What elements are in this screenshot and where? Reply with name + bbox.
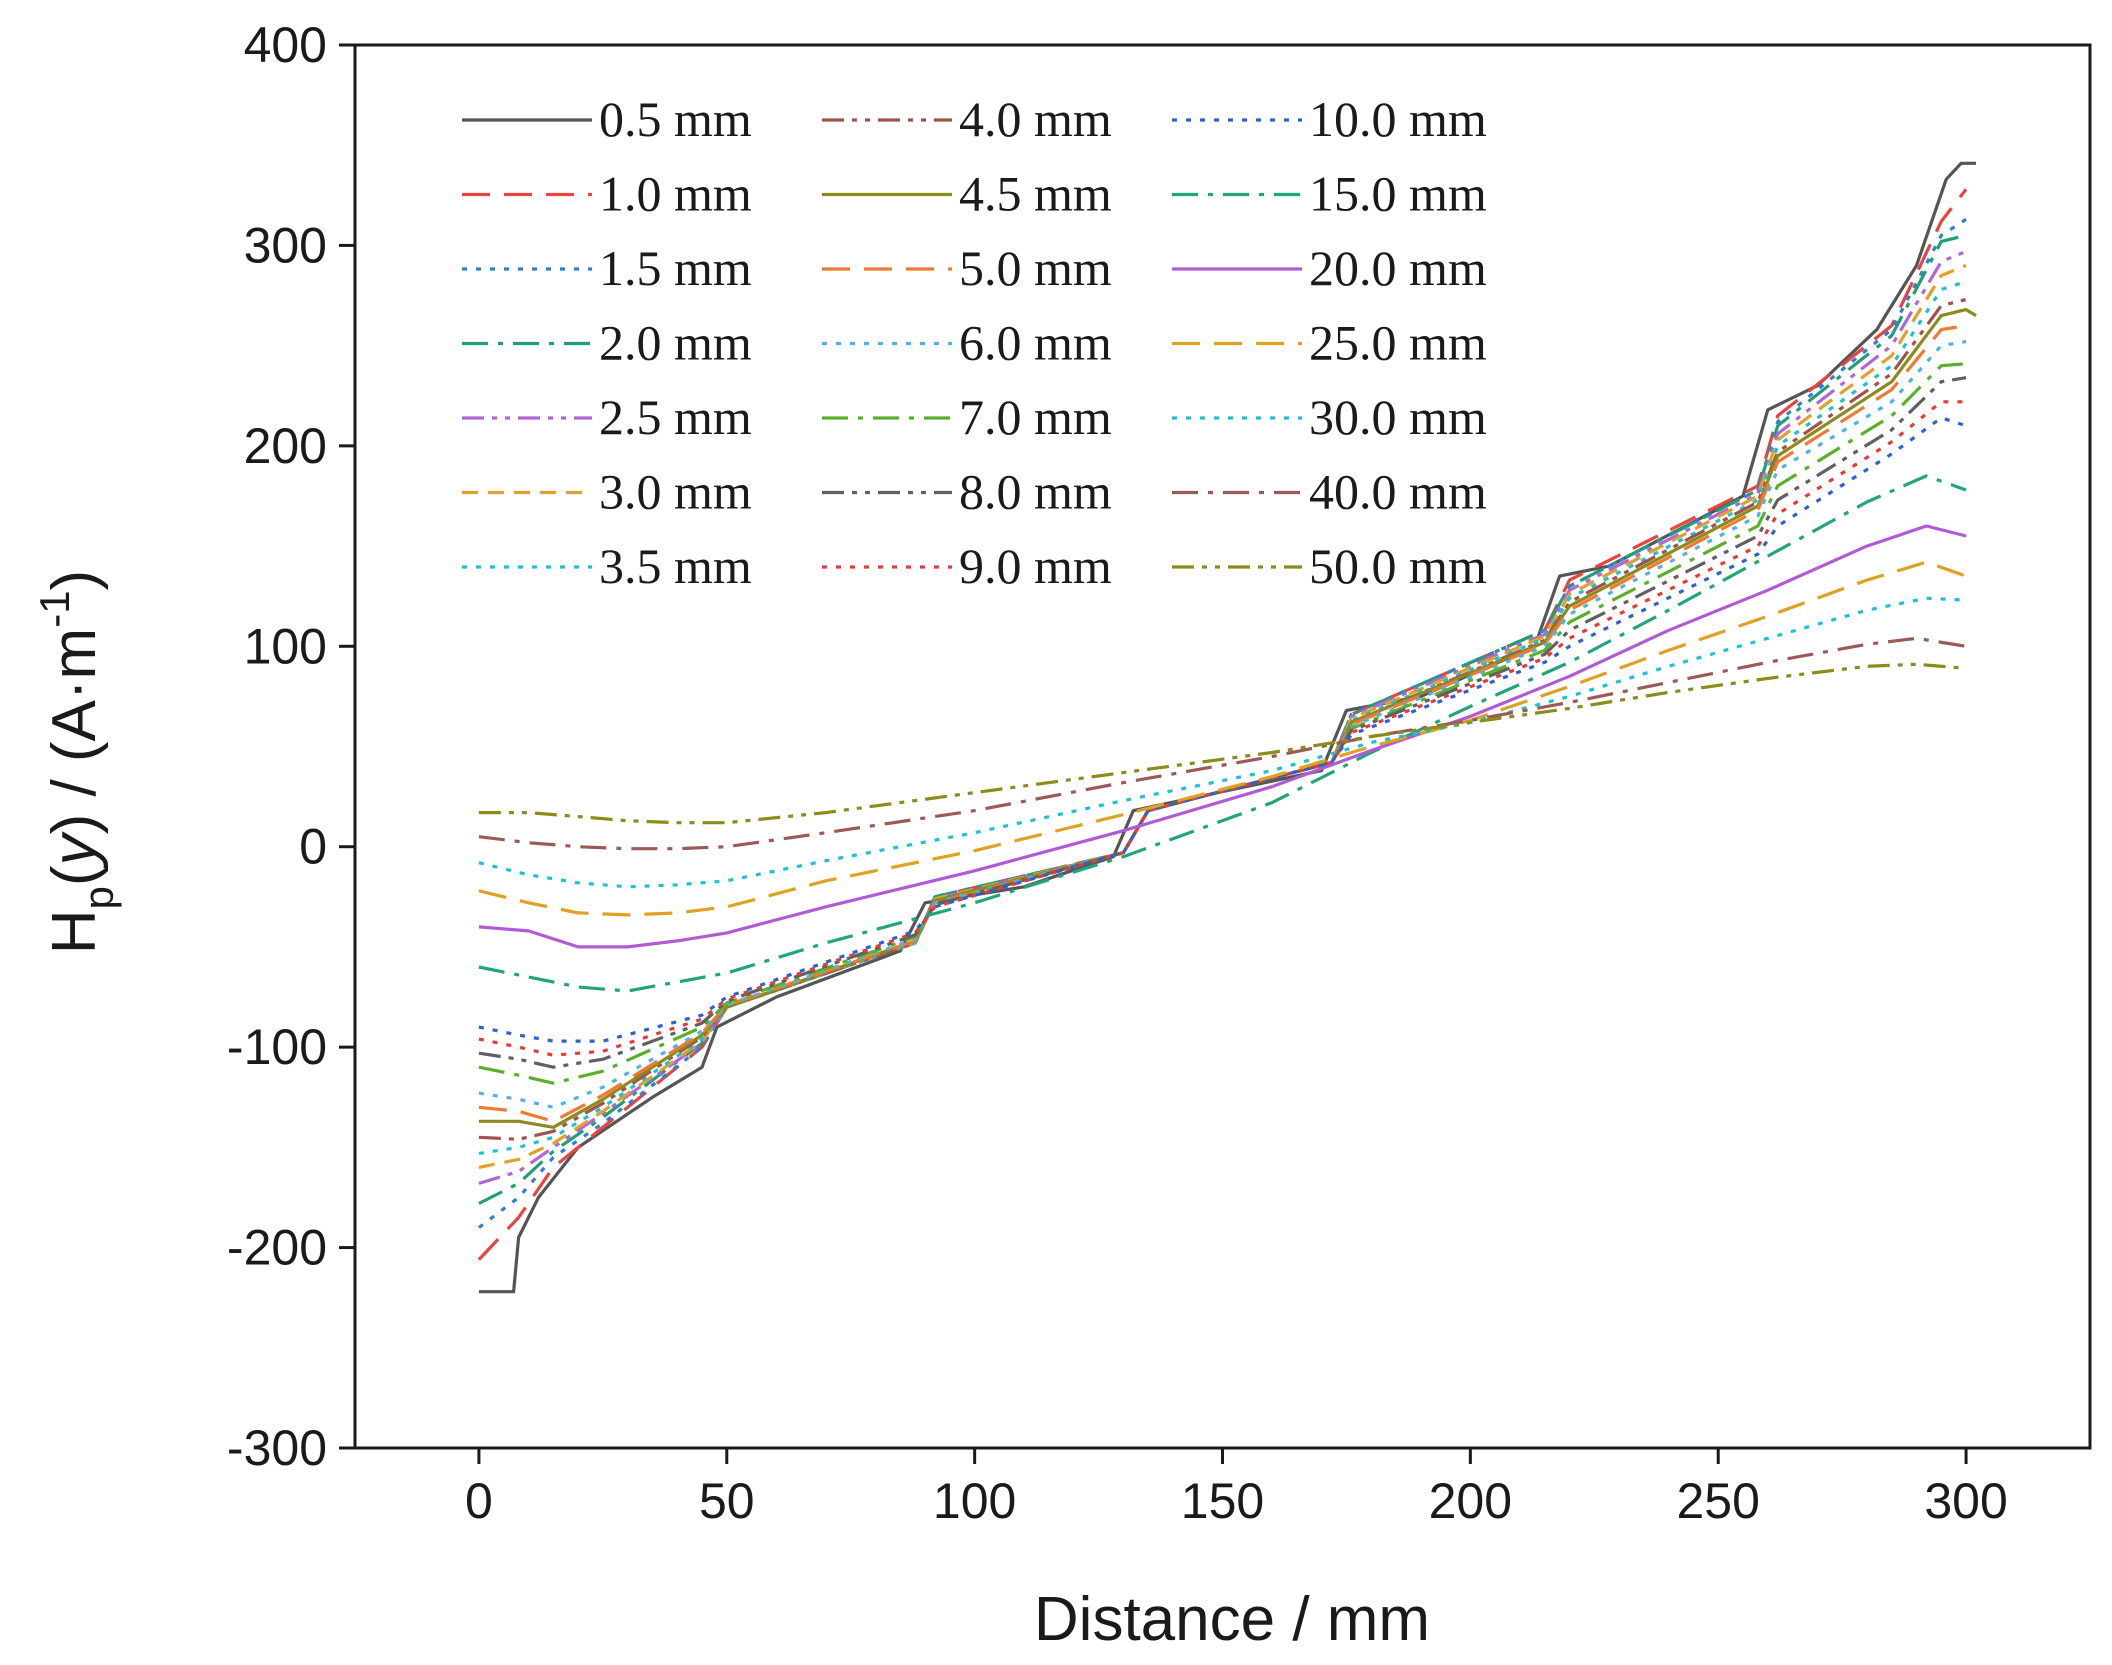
x-tick-label: 150 — [1181, 1473, 1264, 1529]
series-line-50_0-mm — [478, 662, 1967, 825]
legend-label: 4.0 mm — [959, 91, 1112, 147]
series-line-20_0-mm — [478, 524, 1967, 949]
legend: 0.5 mm 1.0 mm 1.5 mm 2.0 mm 2.5 mm 3.0 mm 3.5 … — [462, 91, 1487, 594]
legend-label: 50.0 mm — [1309, 538, 1487, 594]
legend-label: 15.0 mm — [1309, 166, 1487, 222]
legend-label: 2.0 mm — [599, 315, 752, 371]
legend-label: 1.0 mm — [599, 166, 752, 222]
axes: 0 50 100 150 200 250 300 -300 -200 -100 0 100 200 300… — [227, 17, 2092, 1529]
x-tick-label: 200 — [1429, 1473, 1512, 1529]
legend-label: 1.5 mm — [599, 240, 752, 296]
series-line-40_0-mm — [478, 636, 1967, 851]
legend-label: 8.0 mm — [959, 464, 1112, 520]
legend-label: 6.0 mm — [959, 315, 1112, 371]
series-line-1_5-mm — [477, 218, 1967, 1229]
legend-label: 7.0 mm — [959, 389, 1112, 445]
y-tick-label: 0 — [299, 819, 327, 875]
series-line-2_0-mm — [478, 233, 1967, 1205]
x-tick-label: 0 — [465, 1473, 493, 1529]
y-tick-label: -200 — [227, 1220, 327, 1276]
y-tick-label: -100 — [227, 1019, 327, 1075]
y-axis-title: Hp(y) / (A·m-1) — [31, 570, 122, 954]
legend-label: 25.0 mm — [1309, 315, 1487, 371]
legend-label: 30.0 mm — [1309, 389, 1487, 445]
legend-label: 20.0 mm — [1309, 240, 1487, 296]
legend-label: 4.5 mm — [959, 166, 1112, 222]
legend-label: 3.5 mm — [599, 538, 752, 594]
legend-label: 10.0 mm — [1309, 91, 1487, 147]
x-tick-label: 250 — [1676, 1473, 1759, 1529]
y-tick-label: 200 — [244, 418, 327, 474]
x-tick-label: 50 — [699, 1473, 755, 1529]
y-tick-label: 100 — [244, 618, 327, 674]
y-tick-label: 400 — [244, 17, 327, 73]
legend-label: 0.5 mm — [599, 91, 752, 147]
y-tick-label: 300 — [244, 217, 327, 273]
series-line-25_0-mm — [478, 560, 1967, 917]
series-line-15_0-mm — [478, 474, 1967, 993]
x-tick-label: 100 — [933, 1473, 1016, 1529]
y-tick-label: -300 — [227, 1420, 327, 1476]
legend-label: 2.5 mm — [599, 389, 752, 445]
series-line-30_0-mm — [478, 596, 1967, 889]
x-axis-title: Distance / mm — [1034, 1585, 1430, 1654]
series-line-8_0-mm — [478, 376, 1967, 1069]
series-line-4_0-mm — [478, 297, 1967, 1141]
x-tick-label: 300 — [1924, 1473, 2007, 1529]
legend-label: 5.0 mm — [959, 240, 1112, 296]
series-line-6_0-mm — [478, 340, 1967, 1109]
series-group — [477, 161, 1977, 1294]
legend-label: 3.0 mm — [599, 464, 752, 520]
legend-label: 40.0 mm — [1309, 464, 1487, 520]
legend-label: 9.0 mm — [959, 538, 1112, 594]
